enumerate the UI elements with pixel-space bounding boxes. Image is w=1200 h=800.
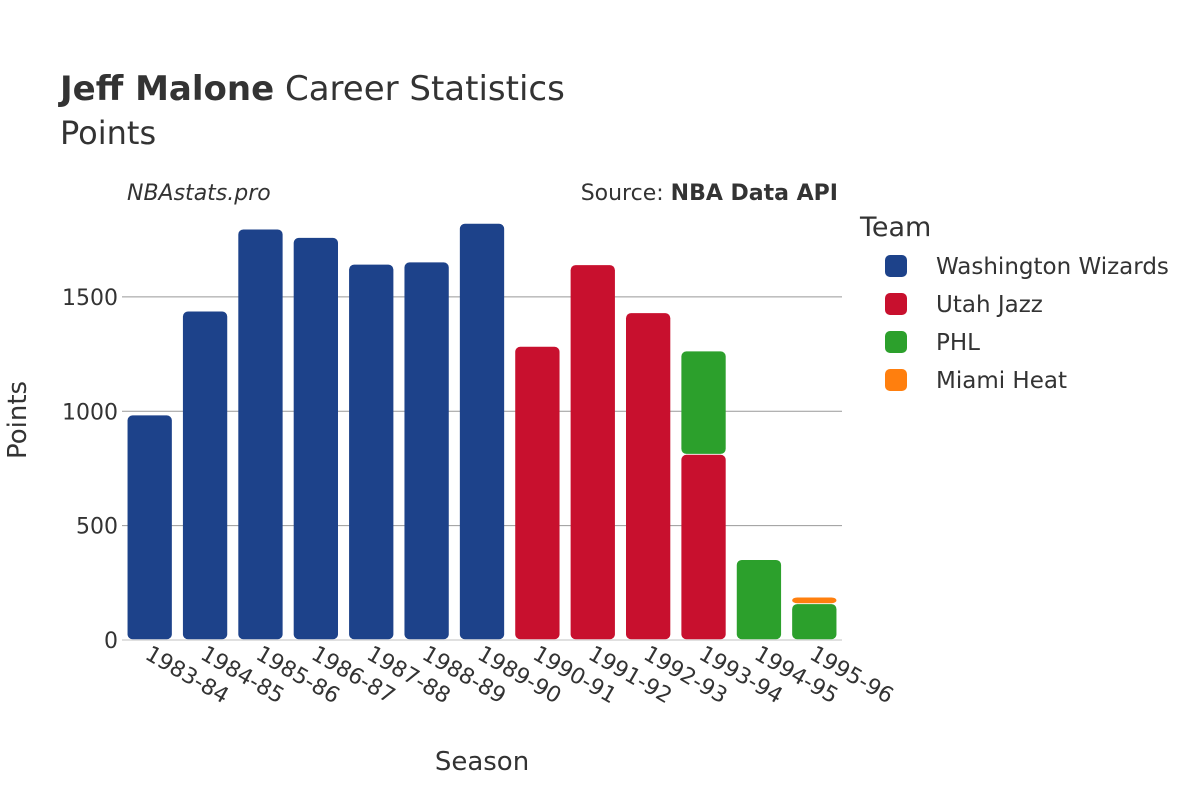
bar-phl-1995-96[interactable] (792, 604, 837, 640)
bar-miami-heat-1995-96[interactable] (792, 597, 837, 604)
player-name: Jeff Malone (58, 69, 274, 109)
y-tick-label: 500 (76, 515, 118, 540)
bar-washington-wizards-1989-90[interactable] (459, 223, 505, 640)
bars (127, 223, 837, 640)
legend-title: Team (859, 212, 931, 243)
bar-washington-wizards-1983-84[interactable] (127, 415, 172, 640)
bar-washington-wizards-1984-85[interactable] (182, 311, 228, 640)
x-axis-label: Season (435, 747, 529, 777)
legend-label-phl[interactable]: PHL (936, 330, 980, 356)
title-suffix: Career Statistics (274, 69, 565, 109)
legend-label-miami-heat[interactable]: Miami Heat (936, 368, 1067, 394)
chart-title: Jeff Malone Career Statistics (58, 69, 565, 109)
watermark: NBAstats.pro (127, 181, 271, 206)
y-tick-label: 1000 (62, 400, 118, 425)
x-tick-labels: 1983-841984-851985-861986-871987-881988-… (141, 642, 898, 710)
legend-swatch-phl[interactable] (885, 331, 907, 353)
chart-subtitle: Points (60, 114, 156, 152)
legend: Team Washington Wizards Utah Jazz PHL Miami… (859, 212, 1169, 394)
legend-label-utah-jazz[interactable]: Utah Jazz (936, 292, 1043, 318)
legend-swatch-washington-wizards[interactable] (885, 255, 907, 277)
legend-swatch-utah-jazz[interactable] (885, 293, 907, 315)
source-name: NBA Data API (671, 181, 838, 206)
legend-items: Washington Wizards Utah Jazz PHL Miami Heat (885, 254, 1169, 394)
bar-washington-wizards-1985-86[interactable] (238, 229, 283, 640)
bar-phl-1993-94[interactable] (681, 351, 726, 454)
y-tick-label: 0 (104, 629, 118, 654)
bar-utah-jazz-1992-93[interactable] (626, 313, 671, 640)
bar-utah-jazz-1993-94[interactable] (681, 454, 726, 640)
bar-washington-wizards-1986-87[interactable] (293, 237, 338, 640)
bar-utah-jazz-1990-91[interactable] (515, 346, 560, 640)
bar-phl-1994-95[interactable] (736, 559, 782, 640)
legend-swatch-miami-heat[interactable] (885, 369, 907, 391)
y-axis-label: Points (3, 381, 33, 459)
bar-utah-jazz-1991-92[interactable] (570, 265, 615, 640)
source-label: Source: NBA Data API (581, 181, 838, 206)
bar-washington-wizards-1988-89[interactable] (404, 262, 449, 640)
source-prefix: Source: (581, 181, 671, 206)
y-tick-label: 1500 (62, 286, 118, 311)
legend-label-washington-wizards[interactable]: Washington Wizards (936, 254, 1169, 280)
bar-washington-wizards-1987-88[interactable] (349, 264, 394, 640)
y-tick-labels: 0 500 1000 1500 (62, 286, 118, 654)
